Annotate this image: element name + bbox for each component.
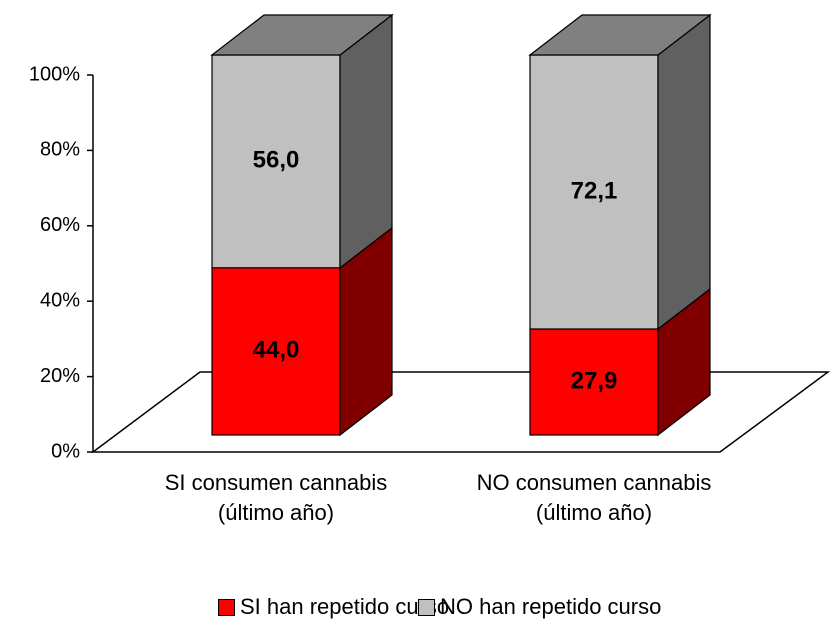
- legend-swatch: [218, 598, 235, 616]
- data-label: 72,1: [571, 177, 618, 204]
- bar-front: [211, 267, 341, 436]
- bar-segment: [528, 13, 712, 331]
- bar-front: [529, 54, 659, 330]
- legend-item: SI han repetido curso: [218, 594, 449, 620]
- data-label: 56,0: [253, 147, 300, 174]
- bar-segment: [210, 13, 394, 270]
- legend-swatch: [418, 598, 435, 616]
- x-tick-label: NO consumen cannabis (último año): [476, 470, 712, 525]
- y-tick-label: 80%: [40, 139, 80, 161]
- y-tick-label: 0%: [51, 440, 80, 462]
- bar-side: [339, 13, 393, 270]
- data-label: 27,9: [571, 367, 618, 394]
- y-tick-label: 20%: [40, 365, 80, 387]
- y-tick-label: 40%: [40, 289, 80, 311]
- legend-label: NO han repetido curso: [440, 594, 662, 619]
- bar-segment: [529, 287, 711, 437]
- legend-label: SI han repetido curso: [240, 594, 450, 619]
- bar-top: [528, 14, 712, 56]
- legend-item: NO han repetido curso: [418, 594, 661, 620]
- bar-segment: [211, 226, 393, 437]
- y-tick-label: 100%: [29, 63, 80, 85]
- floor: [90, 371, 831, 453]
- data-label: 44,0: [253, 337, 300, 364]
- bar-top: [210, 14, 394, 56]
- y-tick-label: 60%: [40, 214, 80, 236]
- bar-side: [657, 13, 711, 331]
- x-tick-label: SI consumen cannabis (último año): [164, 470, 388, 525]
